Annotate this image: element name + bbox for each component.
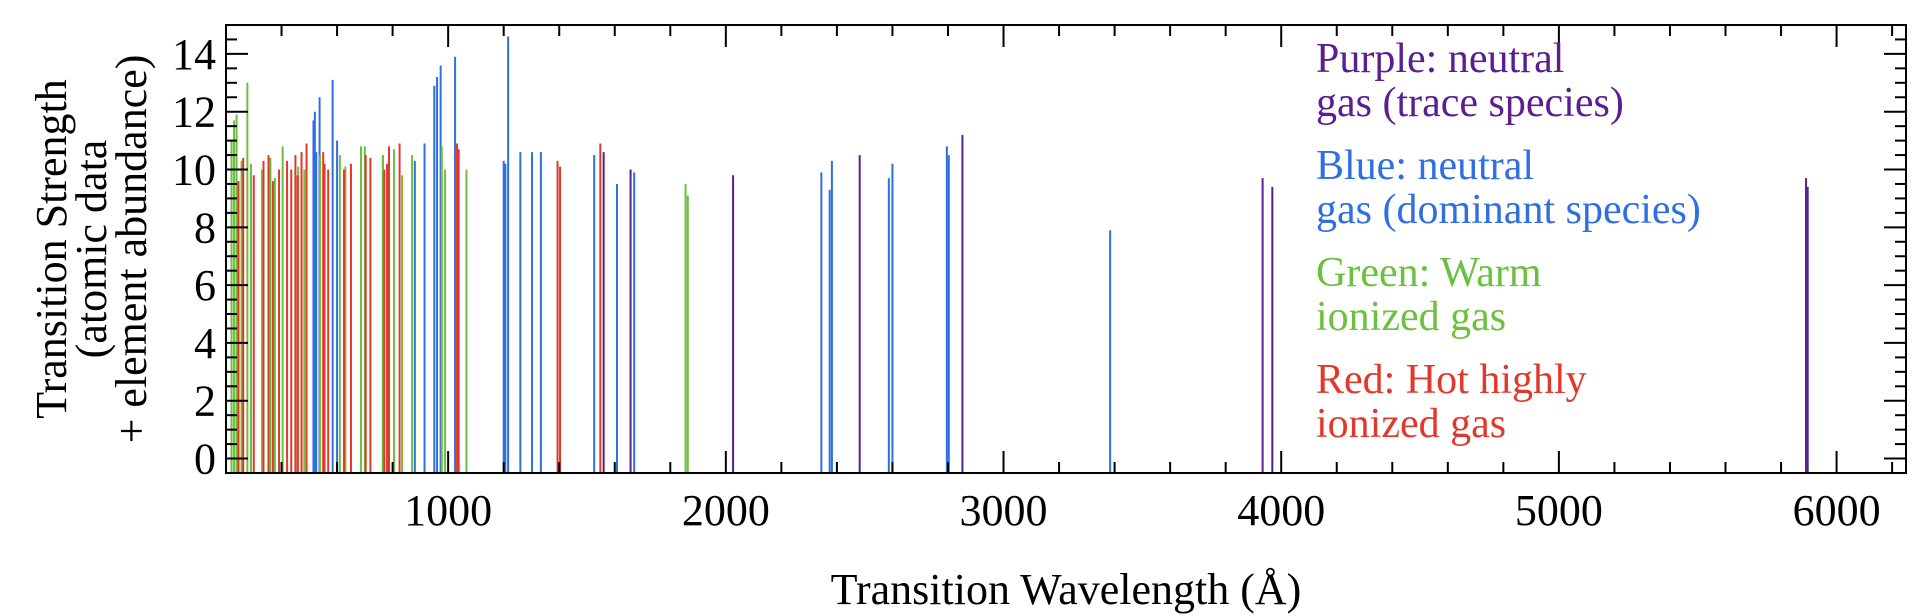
x-tick-label: 5000	[1515, 486, 1603, 535]
legend-entry-red: ionized gas	[1316, 401, 1506, 447]
y-axis-title: Transition Strength(atomic data+ element…	[27, 55, 156, 444]
x-axis-title: Transition Wavelength (Å)	[831, 565, 1302, 614]
y-axis-title-line: + element abundance)	[107, 55, 156, 444]
x-tick-label: 3000	[960, 486, 1048, 535]
x-tick-label: 2000	[682, 486, 770, 535]
y-tick-label: 12	[172, 88, 216, 137]
y-tick-label: 0	[194, 435, 216, 484]
legend-entry-purple: Purple: neutral	[1316, 36, 1564, 82]
y-tick-label: 6	[194, 261, 216, 310]
x-tick-label: 4000	[1237, 486, 1325, 535]
y-tick-label: 2	[194, 377, 216, 426]
ticks-layer	[226, 24, 1906, 474]
legend-entry-blue: gas (dominant species)	[1316, 187, 1701, 233]
legend-entry-red: Red: Hot highly	[1316, 357, 1587, 403]
legend-entry-purple: gas (trace species)	[1316, 80, 1624, 126]
tick-labels-layer: 1000 2000 3000 4000 5000 6000 0 2 4 6 8 10 12 14	[172, 30, 1881, 535]
bars-layer	[230, 36, 1809, 473]
y-tick-label: 14	[172, 30, 216, 79]
legend-entry-green: Green: Warm	[1316, 250, 1542, 296]
legend-entry-blue: Blue: neutral	[1316, 143, 1534, 189]
plot-frame	[225, 24, 1907, 474]
y-tick-label: 10	[172, 146, 216, 195]
y-axis-title-line: Transition Strength	[27, 79, 76, 418]
y-axis-title-line: (atomic data	[67, 140, 116, 359]
y-tick-label: 4	[194, 319, 216, 368]
legend-entry-green: ionized gas	[1316, 294, 1506, 340]
x-tick-label: 1000	[404, 486, 492, 535]
x-tick-label: 6000	[1793, 486, 1881, 535]
y-tick-label: 8	[194, 203, 216, 252]
